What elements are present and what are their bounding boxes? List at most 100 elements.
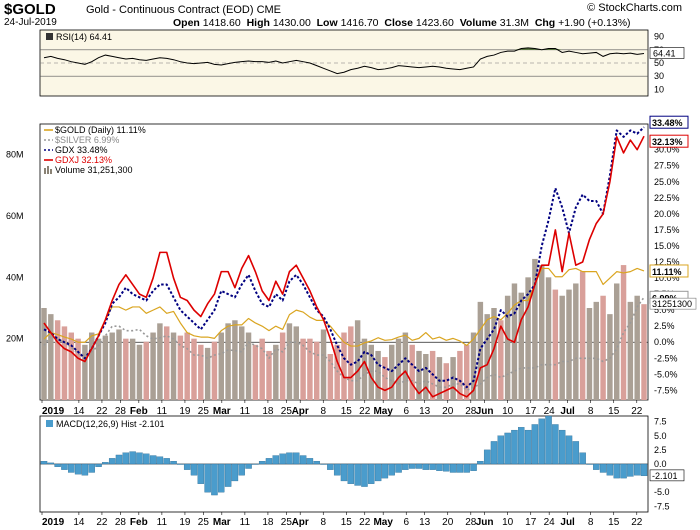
x-axis-label: Mar <box>213 517 231 528</box>
macd-hist-bar <box>381 463 389 479</box>
volume-bar <box>368 344 374 400</box>
gold-line <box>43 267 645 347</box>
x-axis-label: 11 <box>157 517 168 528</box>
volume-bar <box>552 289 559 400</box>
volume-bar <box>259 338 265 400</box>
macd-hist-bar <box>552 424 559 465</box>
x-axis-label: 28 <box>115 406 127 417</box>
volume-bar <box>204 347 211 400</box>
macd-hist-bar <box>74 463 82 475</box>
volume-bar <box>150 332 156 400</box>
volume-bar <box>498 320 504 400</box>
volume-bar <box>54 320 61 400</box>
macd-hist-bar <box>108 458 116 465</box>
x-axis-label: Apr <box>292 406 309 417</box>
percent-tick-label: 12.5% <box>654 257 680 267</box>
quote-line: Open 1418.60 High 1430.00 Low 1416.70 Cl… <box>173 17 631 29</box>
macd-hist-bar <box>190 463 198 476</box>
gdx-end-label: 33.48% <box>652 118 683 128</box>
volume-bar <box>136 344 143 400</box>
x-axis-label: 13 <box>419 517 431 528</box>
macd-hist-bar <box>586 463 593 465</box>
macd-hist-bar <box>388 463 395 476</box>
percent-tick-label: 5.0% <box>654 305 675 315</box>
macd-hist-bar <box>483 449 491 465</box>
x-axis-label: 14 <box>73 517 85 528</box>
volume-tick-label: 80M <box>6 150 24 160</box>
volume-bar <box>279 332 286 400</box>
macd-hist-bar <box>545 415 552 465</box>
volume-tick-label: 20M <box>6 334 24 344</box>
macd-tick-label: 5.0 <box>654 431 667 441</box>
symbol-title: $GOLD <box>4 1 56 18</box>
x-axis-label: Jun <box>476 406 494 417</box>
macd-panel: 7.55.02.50.0-2.5-5.0-7.5-2.101MACD(12,26… <box>39 415 685 513</box>
macd-hist-bar <box>497 435 505 465</box>
rsi-tick-label: 90 <box>654 32 664 42</box>
brand-watermark: © StockCharts.com <box>587 2 682 14</box>
volume-bar <box>586 308 593 400</box>
volume-bar <box>184 332 190 400</box>
volume-bar <box>532 258 538 400</box>
macd-hist-bar <box>374 463 382 482</box>
macd-hist-bar <box>408 463 416 469</box>
volume-bar <box>341 332 347 400</box>
volume-bar <box>504 295 511 400</box>
x-axis-label: 25 <box>198 517 210 528</box>
silver-legend-label: $SILVER 6.99% <box>55 135 119 145</box>
volume-bar <box>573 283 579 400</box>
x-axis-label: 11 <box>240 406 251 417</box>
macd-legend-swatch <box>46 420 53 427</box>
macd-hist-bar <box>340 463 348 482</box>
x-axis-label: 22 <box>359 406 371 417</box>
macd-hist-bar <box>579 452 586 465</box>
gdxj-line <box>43 135 645 398</box>
macd-hist-bar <box>122 452 130 465</box>
gdxj-end-box <box>649 134 689 148</box>
x-axis-label: 15 <box>341 406 353 417</box>
macd-hist-bar <box>606 463 614 476</box>
macd-hist-bar <box>231 463 239 482</box>
volume-bar <box>443 363 449 400</box>
volume-bar <box>627 301 634 400</box>
x-axis-label: 14 <box>73 406 85 417</box>
close-value: 1423.60 <box>415 17 454 29</box>
date-label: 24-Jul-2019 <box>4 17 57 28</box>
x-axis-label: 22 <box>96 406 108 417</box>
x-axis-label: 28 <box>465 406 477 417</box>
gdx-end-box <box>649 115 689 129</box>
percent-tick-label: -2.5% <box>654 353 678 363</box>
volume-bar <box>525 277 531 400</box>
volume-bar <box>320 329 327 400</box>
volume-bar <box>491 308 497 400</box>
volume-bar <box>89 332 95 400</box>
macd-tick-label: 2.5 <box>654 445 667 455</box>
volume-bar <box>198 344 204 400</box>
macd-hist-bar <box>224 463 232 487</box>
x-axis-label: 6 <box>403 517 409 528</box>
volume-bar <box>600 295 606 400</box>
volume-bar <box>539 265 545 400</box>
percent-tick-label: -5.0% <box>654 369 678 379</box>
volume-bar <box>518 292 524 400</box>
macd-hist-bar <box>163 458 170 465</box>
percent-tick-label: 25.0% <box>654 177 680 187</box>
volume-bar <box>314 341 320 400</box>
volume-value: 31.3M <box>499 17 529 29</box>
volume-bar <box>48 314 54 400</box>
gdxj-legend-label: GDXJ 32.13% <box>55 155 112 165</box>
x-axis-label: 28 <box>465 517 477 528</box>
macd-hist-bar <box>361 463 368 487</box>
volume-bar <box>614 283 620 400</box>
macd-hist-bar <box>456 463 464 473</box>
macd-hist-bar <box>252 463 259 465</box>
percent-tick-label: 30.0% <box>654 145 680 155</box>
percent-tick-label: -7.5% <box>654 385 678 395</box>
volume-bar <box>41 308 47 400</box>
x-axis-label: 25 <box>281 406 293 417</box>
x-axis-label: 8 <box>320 406 326 417</box>
volume-bar <box>484 314 490 400</box>
x-axis-label: 22 <box>96 517 108 528</box>
x-axis-label: Jun <box>476 517 494 528</box>
x-axis-label: 20 <box>442 406 454 417</box>
